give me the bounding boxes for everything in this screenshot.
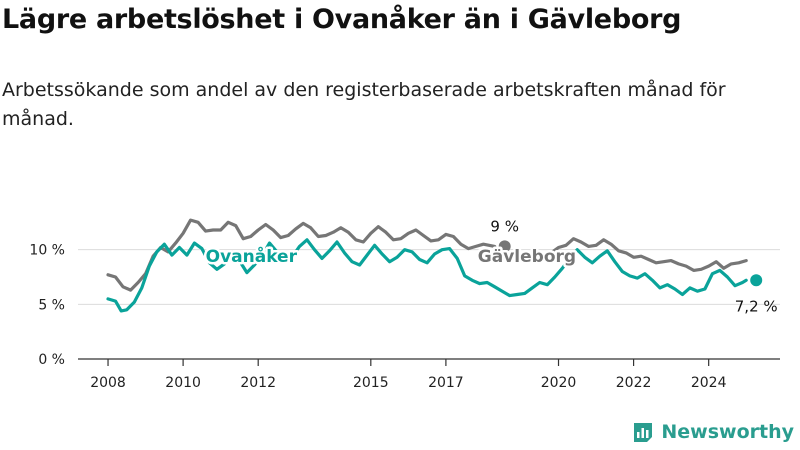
x-tick-label: 2010: [165, 375, 201, 391]
series-name-label: Ovanåker: [206, 245, 298, 267]
chart-title: Lägre arbetslöshet i Ovanåker än i Gävle…: [2, 4, 682, 35]
y-axis: 0 % 5 % 10 %: [29, 243, 65, 368]
grid-lines: [78, 249, 780, 305]
chart-subtitle: Arbetssökande som andel av den registerb…: [2, 79, 726, 130]
series-line: [549, 237, 748, 272]
y-tick-label: 10 %: [29, 243, 65, 259]
end-point: [498, 240, 511, 253]
end-point: [750, 274, 763, 287]
series-lines: [106, 218, 763, 313]
x-tick-label: 2015: [353, 375, 389, 391]
x-tick-label: 2008: [90, 375, 126, 391]
series-line: [106, 218, 497, 292]
x-axis: 2008 2010 2012 2015 2017 2020 2022 2024: [78, 358, 780, 391]
x-tick-label: 2017: [428, 375, 464, 391]
x-tick-label: 2012: [240, 375, 276, 391]
y-tick-label: 5 %: [38, 297, 65, 313]
x-tick-label: 2020: [541, 375, 577, 391]
brand-name: Newsworthy: [661, 421, 794, 443]
series-line: [106, 238, 748, 313]
newsworthy-logo-icon: [634, 423, 653, 442]
series-labels: 9 % 7,2 % Ovanåker Gävleborg: [203, 217, 778, 315]
end-value-label: 7,2 %: [735, 297, 778, 315]
x-tick-label: 2024: [691, 375, 727, 391]
end-value-label: 9 %: [490, 217, 519, 235]
x-tick-label: 2022: [616, 375, 652, 391]
y-tick-label: 0 %: [38, 352, 65, 368]
newsworthy-logo: Newsworthy: [631, 420, 794, 444]
series-name-label: Gävleborg: [478, 247, 576, 267]
